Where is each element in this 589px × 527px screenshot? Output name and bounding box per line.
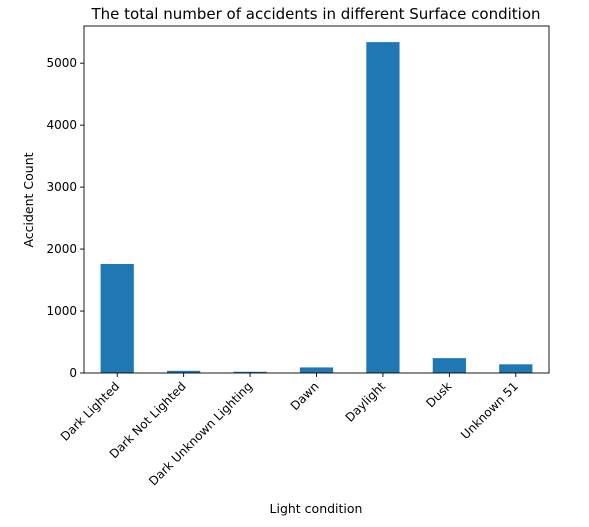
y-tick-label: 3000 [46,180,77,194]
plot-frame [83,25,550,374]
chart-title: The total number of accidents in differe… [90,5,540,23]
x-tick-label: Dark Lighted [58,379,123,444]
bar [233,371,267,373]
bar [432,358,466,373]
y-axis-ticks: 0 1000 2000 3000 4000 5000 [46,56,84,380]
x-tick-label: Dawn [288,379,322,413]
y-tick-label: 4000 [46,118,77,132]
bar [100,263,134,373]
bar [167,370,201,373]
y-axis-label: Accident Count [21,152,36,247]
y-tick-label: 5000 [46,56,77,70]
bar [499,364,533,373]
x-axis-label: Light condition [270,501,363,516]
x-tick-label: Dusk [423,379,454,410]
y-tick-label: 2000 [46,242,77,256]
x-tick-label: Daylight [343,379,389,425]
x-tick-label: Unknown 51 [458,379,521,442]
bar [299,367,334,373]
y-tick-label: 1000 [46,304,77,318]
y-tick-label: 0 [69,366,77,380]
bar [366,42,400,373]
bars [100,42,533,373]
